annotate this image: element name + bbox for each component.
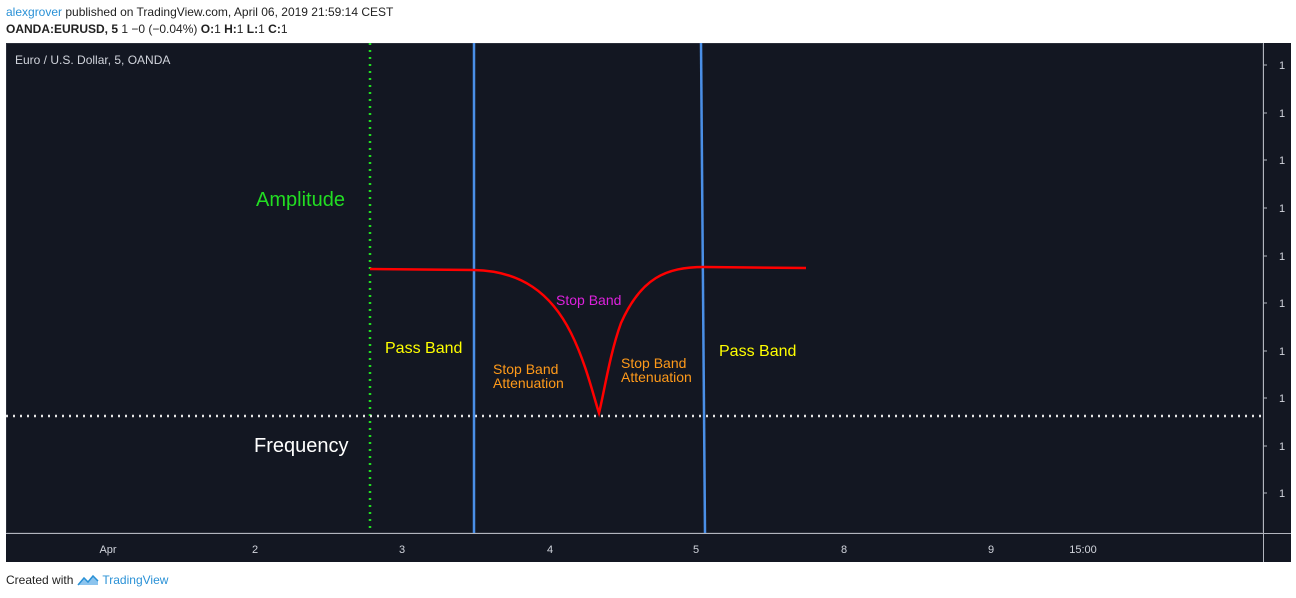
notch-response-curve [369, 265, 807, 418]
price-tick-label: 1 [1279, 488, 1285, 500]
price-ticks: 1 1 1 1 1 1 1 1 1 1 [1263, 60, 1285, 500]
published-text: published on TradingView.com, April 06, … [62, 5, 394, 19]
amplitude-label: Amplitude [256, 189, 345, 211]
price-tick-label: 1 [1279, 203, 1285, 215]
time-tick-label: 8 [841, 544, 847, 556]
stop-band-attenuation-left-line1: Stop Band [493, 361, 558, 377]
time-ticks: Apr 2 3 4 5 8 9 15:00 [99, 544, 1096, 556]
price-tick-label: 1 [1279, 298, 1285, 310]
price-tick-label: 1 [1279, 393, 1285, 405]
publish-info: alexgrover published on TradingView.com,… [6, 5, 393, 19]
pass-band-left-label: Pass Band [385, 340, 462, 357]
tradingview-logo-icon [77, 574, 99, 586]
price-axis[interactable] [1263, 43, 1291, 533]
symbol-info: OANDA:EURUSD, 5 1 −0 (−0.04%) O:1 H:1 L:… [6, 22, 288, 36]
close-value: 1 [280, 22, 288, 36]
price-tick-label: 1 [1279, 155, 1285, 167]
change-text: 1 −0 (−0.04%) [118, 22, 201, 36]
time-tick-label: 4 [547, 544, 553, 556]
price-tick-label: 1 [1279, 346, 1285, 358]
open-value: 1 [214, 22, 221, 36]
time-tick-label: 3 [399, 544, 405, 556]
stop-band-attenuation-right-line2: Attenuation [621, 369, 692, 385]
high-value: 1 [236, 22, 244, 36]
time-tick-label: 2 [252, 544, 258, 556]
close-label: C: [264, 22, 281, 36]
cutoff-line-right [699, 42, 707, 534]
plot-area[interactable] [6, 43, 1263, 533]
symbol-label: OANDA:EURUSD, 5 [6, 22, 119, 36]
created-with-text: Created with [6, 573, 74, 587]
low-label: L: [243, 22, 259, 36]
time-tick-label: Apr [99, 544, 116, 556]
price-tick-label: 1 [1279, 108, 1285, 120]
pass-band-right-label: Pass Band [719, 343, 796, 360]
author-link[interactable]: alexgrover [6, 5, 63, 19]
chart-container[interactable]: 1 1 1 1 1 1 1 1 1 1 Apr 2 3 4 5 8 9 15:00 Euro / U.S. Do… [6, 42, 1291, 562]
stop-band-label: Stop Band [556, 292, 621, 308]
price-tick-label: 1 [1279, 251, 1285, 263]
time-tick-label: 15:00 [1069, 544, 1097, 556]
time-tick-label: 5 [693, 544, 699, 556]
low-value: 1 [258, 22, 265, 36]
tradingview-brand-link[interactable]: TradingView [102, 573, 169, 587]
price-tick-label: 1 [1279, 60, 1285, 72]
series-title: Euro / U.S. Dollar, 5, OANDA [15, 53, 170, 67]
chart-svg[interactable]: 1 1 1 1 1 1 1 1 1 1 Apr 2 3 4 5 8 9 15:00 Euro / U.S. Do… [6, 42, 1291, 562]
frequency-label: Frequency [254, 435, 349, 457]
stop-band-attenuation-left-line2: Attenuation [493, 375, 564, 391]
high-label: H: [220, 22, 237, 36]
footer: Created with TradingView [6, 573, 168, 587]
price-tick-label: 1 [1279, 441, 1285, 453]
stop-band-attenuation-right-line1: Stop Band [621, 355, 686, 371]
time-tick-label: 9 [988, 544, 994, 556]
open-label: O: [200, 22, 215, 36]
